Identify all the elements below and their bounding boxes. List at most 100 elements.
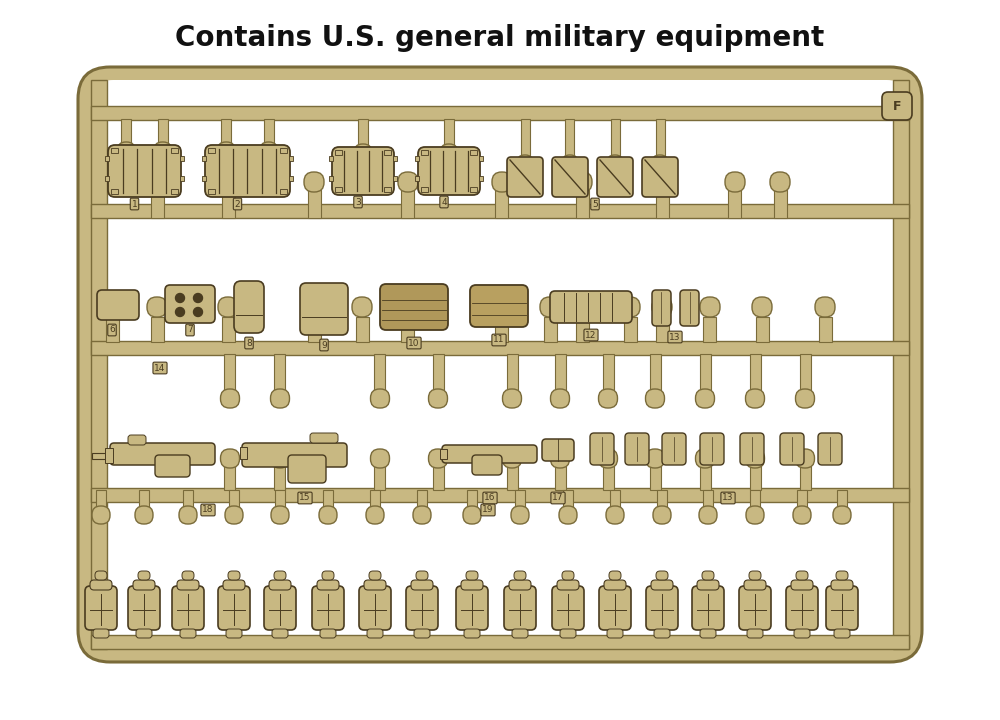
FancyBboxPatch shape bbox=[182, 571, 194, 580]
FancyBboxPatch shape bbox=[746, 389, 765, 408]
Bar bbox=[703, 317, 716, 342]
Bar bbox=[700, 465, 710, 490]
Text: 12: 12 bbox=[585, 330, 597, 340]
FancyBboxPatch shape bbox=[604, 580, 626, 590]
FancyBboxPatch shape bbox=[606, 506, 624, 524]
FancyBboxPatch shape bbox=[517, 155, 533, 172]
FancyBboxPatch shape bbox=[550, 449, 570, 468]
FancyBboxPatch shape bbox=[398, 172, 418, 192]
Bar bbox=[274, 465, 286, 490]
FancyBboxPatch shape bbox=[562, 571, 574, 580]
FancyBboxPatch shape bbox=[138, 571, 150, 580]
FancyBboxPatch shape bbox=[740, 433, 764, 465]
Text: 4: 4 bbox=[441, 197, 447, 207]
Bar bbox=[384, 187, 391, 192]
Bar bbox=[105, 448, 113, 463]
Bar bbox=[221, 119, 231, 145]
Bar bbox=[401, 317, 414, 342]
FancyBboxPatch shape bbox=[352, 297, 372, 317]
FancyBboxPatch shape bbox=[442, 445, 537, 463]
FancyBboxPatch shape bbox=[770, 172, 790, 192]
Bar bbox=[479, 156, 483, 161]
Bar bbox=[335, 150, 342, 155]
FancyBboxPatch shape bbox=[456, 586, 488, 630]
Bar bbox=[370, 490, 380, 515]
FancyBboxPatch shape bbox=[411, 580, 433, 590]
FancyBboxPatch shape bbox=[542, 439, 574, 461]
Text: 14: 14 bbox=[154, 364, 166, 372]
Bar bbox=[222, 317, 234, 342]
FancyBboxPatch shape bbox=[260, 142, 278, 160]
FancyBboxPatch shape bbox=[366, 506, 384, 524]
FancyBboxPatch shape bbox=[370, 389, 389, 408]
Bar bbox=[289, 156, 293, 161]
Bar bbox=[111, 148, 118, 153]
FancyBboxPatch shape bbox=[598, 389, 618, 408]
FancyBboxPatch shape bbox=[560, 629, 576, 638]
Bar bbox=[432, 354, 444, 392]
Bar bbox=[202, 176, 206, 181]
Bar bbox=[520, 119, 530, 157]
FancyBboxPatch shape bbox=[700, 629, 716, 638]
FancyBboxPatch shape bbox=[147, 297, 167, 317]
Text: 6: 6 bbox=[109, 325, 115, 335]
Bar bbox=[650, 465, 660, 490]
FancyBboxPatch shape bbox=[354, 144, 372, 162]
Bar bbox=[818, 317, 832, 342]
Text: 8: 8 bbox=[246, 338, 252, 348]
FancyBboxPatch shape bbox=[697, 580, 719, 590]
FancyBboxPatch shape bbox=[367, 629, 383, 638]
FancyBboxPatch shape bbox=[796, 389, 815, 408]
Bar bbox=[96, 490, 106, 515]
FancyBboxPatch shape bbox=[597, 157, 633, 197]
FancyBboxPatch shape bbox=[651, 580, 673, 590]
FancyBboxPatch shape bbox=[117, 142, 135, 160]
Bar bbox=[893, 80, 909, 649]
FancyBboxPatch shape bbox=[509, 580, 531, 590]
FancyBboxPatch shape bbox=[461, 580, 483, 590]
Bar bbox=[756, 317, 768, 342]
Bar bbox=[229, 490, 239, 515]
FancyBboxPatch shape bbox=[642, 157, 678, 197]
Bar bbox=[401, 188, 414, 218]
Text: Contains U.S. general military equipment: Contains U.S. general military equipment bbox=[175, 24, 825, 52]
Bar bbox=[308, 317, 320, 342]
FancyBboxPatch shape bbox=[90, 580, 112, 590]
FancyBboxPatch shape bbox=[218, 172, 238, 192]
Circle shape bbox=[176, 307, 184, 317]
FancyBboxPatch shape bbox=[700, 297, 720, 317]
Bar bbox=[610, 490, 620, 515]
FancyBboxPatch shape bbox=[796, 449, 815, 468]
Bar bbox=[329, 176, 333, 181]
FancyBboxPatch shape bbox=[796, 571, 808, 580]
Bar bbox=[150, 188, 164, 218]
Bar bbox=[467, 490, 477, 515]
FancyBboxPatch shape bbox=[271, 506, 289, 524]
Bar bbox=[374, 354, 385, 392]
FancyBboxPatch shape bbox=[97, 290, 139, 320]
Bar bbox=[656, 188, 668, 218]
FancyBboxPatch shape bbox=[418, 147, 480, 195]
FancyBboxPatch shape bbox=[179, 506, 197, 524]
FancyBboxPatch shape bbox=[492, 297, 512, 317]
FancyBboxPatch shape bbox=[428, 389, 448, 408]
FancyBboxPatch shape bbox=[155, 455, 190, 477]
FancyBboxPatch shape bbox=[398, 297, 418, 317]
FancyBboxPatch shape bbox=[413, 506, 431, 524]
Bar bbox=[576, 188, 588, 218]
Bar bbox=[289, 176, 293, 181]
FancyBboxPatch shape bbox=[359, 586, 391, 630]
Text: 19: 19 bbox=[482, 505, 494, 515]
FancyBboxPatch shape bbox=[514, 571, 526, 580]
FancyBboxPatch shape bbox=[749, 571, 761, 580]
FancyBboxPatch shape bbox=[464, 629, 480, 638]
FancyBboxPatch shape bbox=[180, 629, 196, 638]
FancyBboxPatch shape bbox=[416, 571, 428, 580]
FancyBboxPatch shape bbox=[699, 506, 717, 524]
Text: 17: 17 bbox=[552, 493, 564, 503]
Bar bbox=[91, 488, 909, 502]
Bar bbox=[515, 490, 525, 515]
Text: 7: 7 bbox=[187, 325, 193, 335]
FancyBboxPatch shape bbox=[590, 433, 614, 465]
FancyBboxPatch shape bbox=[288, 455, 326, 483]
